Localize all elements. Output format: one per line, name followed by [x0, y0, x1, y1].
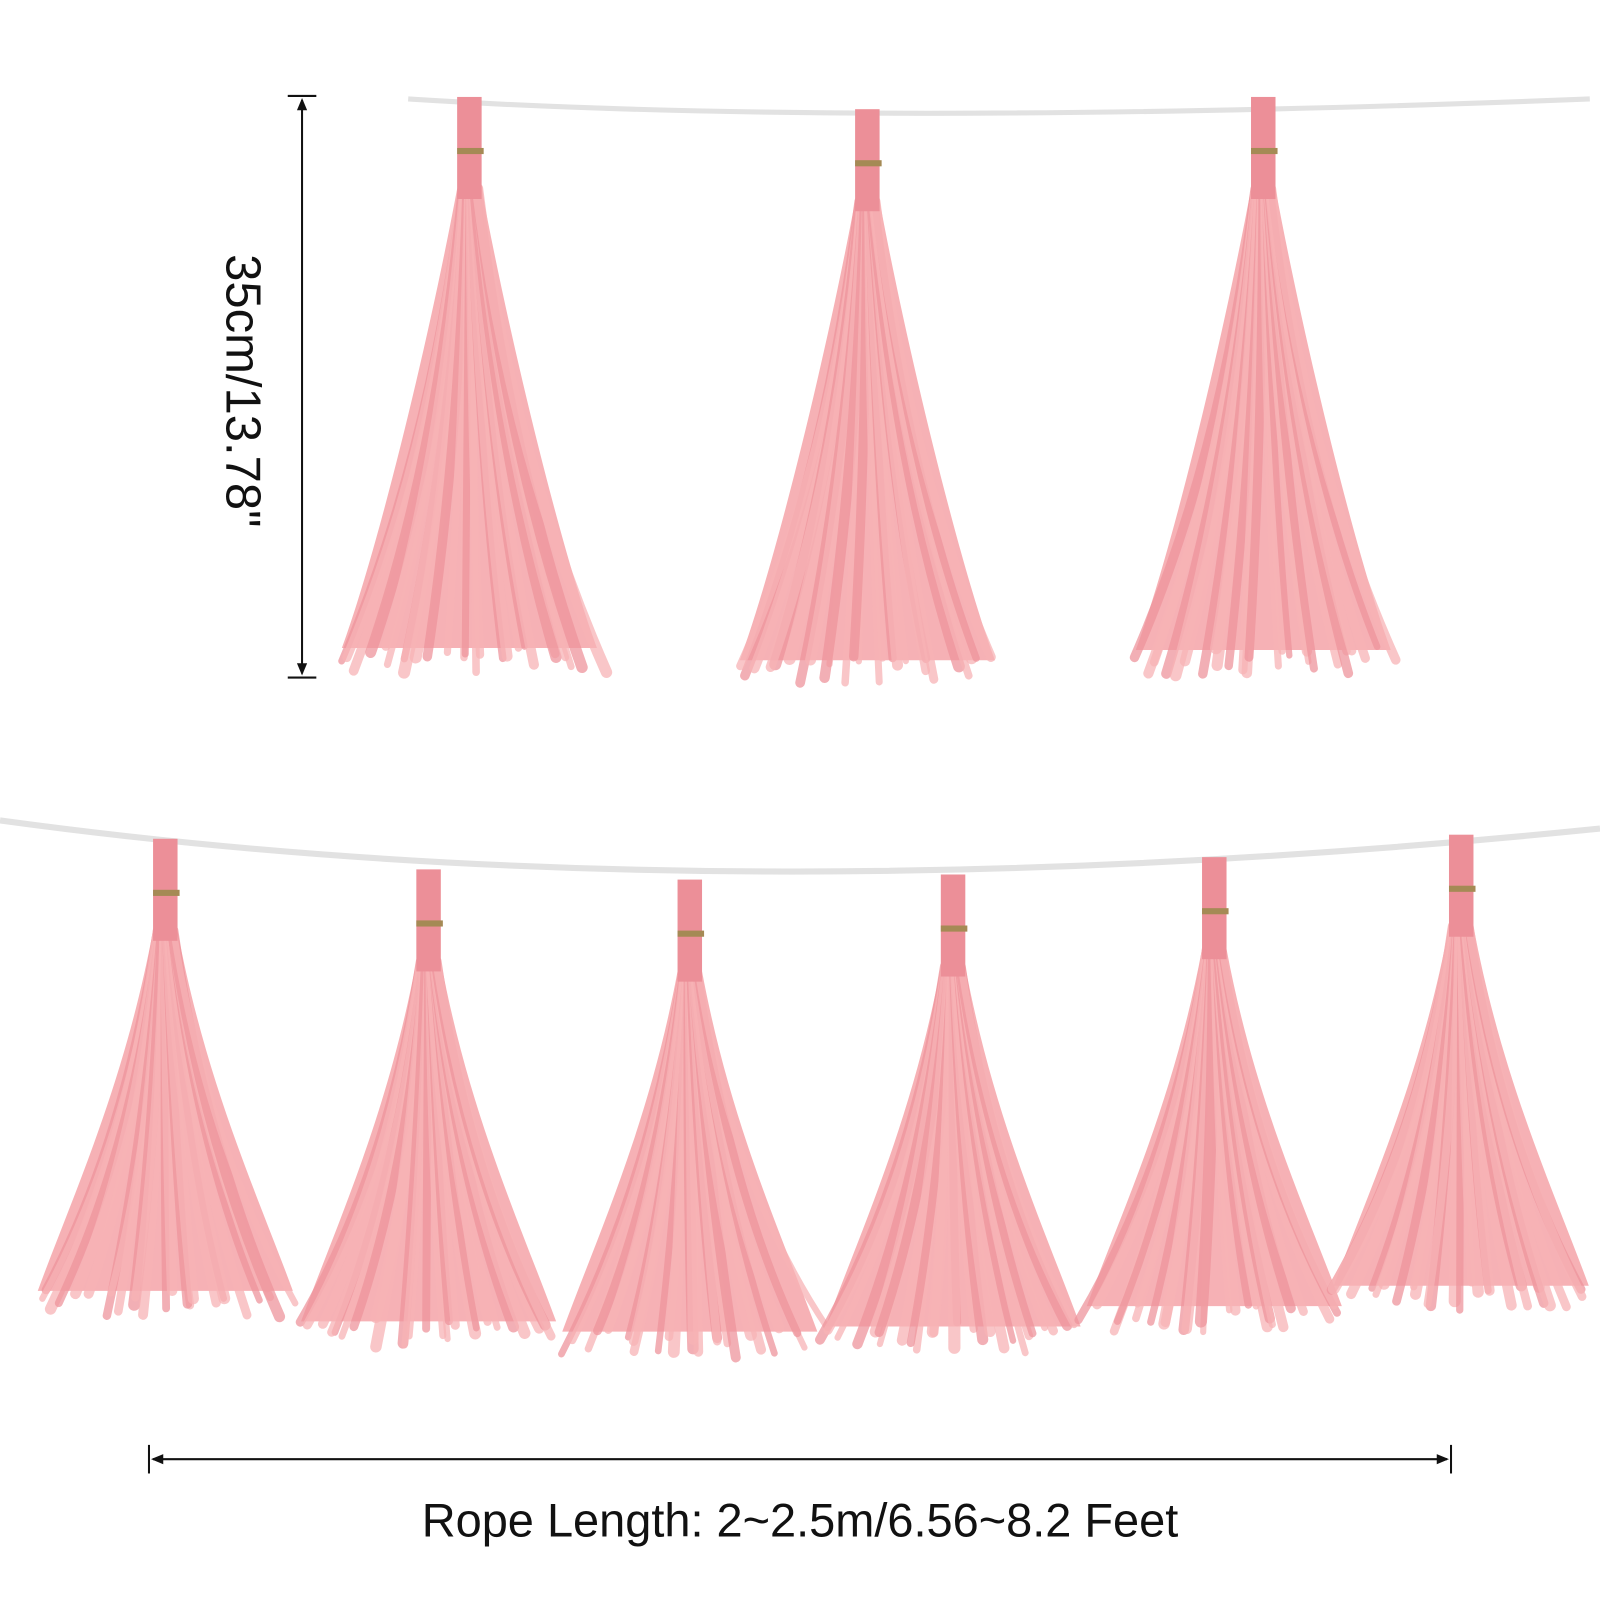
rope-length-dimension-line	[147, 1444, 1453, 1474]
clip-icon	[1251, 147, 1278, 155]
height-dimension-line	[287, 94, 317, 679]
tassel	[736, 109, 996, 688]
tassel	[1129, 96, 1401, 682]
tassel	[338, 96, 613, 679]
tassel-length-label: 35cm/13.78"	[216, 254, 270, 527]
rope-length-label: Rope Length: 2~2.5m/6.56~8.2 Feet	[422, 1495, 1179, 1547]
tassel-tab	[1448, 834, 1474, 937]
clip-icon	[153, 889, 180, 896]
rope-top	[408, 96, 1590, 116]
clip-icon	[677, 930, 705, 937]
tassel	[1326, 834, 1589, 1314]
clip-icon	[1448, 885, 1476, 892]
rope-bottom	[0, 817, 1600, 875]
clip-icon	[855, 160, 882, 167]
tassel	[558, 879, 831, 1363]
tassel	[815, 874, 1081, 1357]
clip-icon	[1202, 908, 1229, 915]
clip-icon	[457, 147, 484, 155]
tassel	[295, 869, 557, 1353]
tassel	[1074, 857, 1342, 1336]
clip-icon	[416, 920, 443, 927]
tassel-tab	[855, 109, 880, 212]
clip-icon	[940, 925, 968, 932]
tassel	[37, 838, 299, 1323]
